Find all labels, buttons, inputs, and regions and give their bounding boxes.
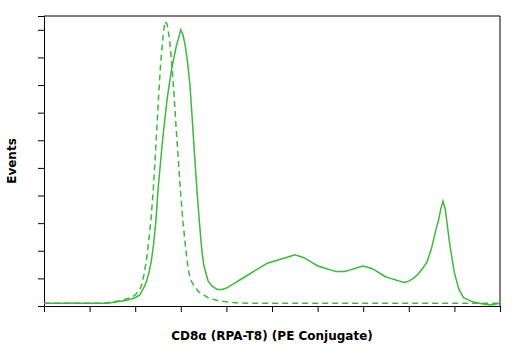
tick-mark	[38, 278, 44, 279]
axis-line	[38, 17, 45, 307]
tick-mark	[500, 306, 501, 312]
tick	[38, 278, 44, 279]
tick-mark	[272, 306, 273, 312]
tick	[38, 196, 44, 197]
tick	[500, 306, 501, 312]
tick	[409, 306, 410, 312]
tick	[363, 306, 364, 312]
tick-mark	[409, 306, 410, 312]
tick	[38, 113, 44, 114]
tick-mark	[454, 306, 455, 312]
tick-mark	[38, 196, 44, 197]
tick	[38, 85, 44, 86]
tick	[90, 306, 91, 312]
axis-line	[45, 307, 501, 313]
tick-mark	[135, 306, 136, 312]
tick-mark	[318, 306, 319, 312]
tick	[38, 168, 44, 169]
tick	[38, 223, 44, 224]
plot-area	[38, 16, 501, 312]
x-axis	[45, 306, 501, 312]
tick	[272, 306, 273, 312]
tick-mark	[38, 223, 44, 224]
y-axis	[38, 17, 45, 307]
tick	[226, 306, 227, 312]
tick-mark	[38, 140, 44, 141]
tick	[38, 251, 44, 252]
tick-mark	[38, 306, 44, 307]
lines	[44, 22, 500, 305]
y-axis-title: Events	[5, 138, 19, 184]
line	[44, 30, 500, 305]
line	[44, 22, 500, 304]
tick-mark	[363, 306, 364, 312]
frame	[500, 16, 501, 306]
tick-mark	[226, 306, 227, 312]
tick-mark	[38, 57, 44, 58]
tick-mark	[38, 251, 44, 252]
tick-mark	[38, 85, 44, 86]
tick-mark	[38, 30, 44, 31]
frame	[44, 16, 500, 17]
tick-mark	[181, 306, 182, 312]
tick	[454, 306, 455, 312]
chart: CD8α (RPA-T8) (PE Conjugate) Events	[0, 0, 520, 350]
tick-mark	[38, 113, 44, 114]
tick-mark	[38, 168, 44, 169]
tick	[181, 306, 182, 312]
x-axis-title: CD8α (RPA-T8) (PE Conjugate)	[171, 329, 373, 343]
tick	[318, 306, 319, 312]
tick	[38, 140, 44, 141]
tick	[38, 30, 44, 31]
tick	[38, 57, 44, 58]
tick	[38, 306, 44, 307]
tick-mark	[90, 306, 91, 312]
tick	[135, 306, 136, 312]
